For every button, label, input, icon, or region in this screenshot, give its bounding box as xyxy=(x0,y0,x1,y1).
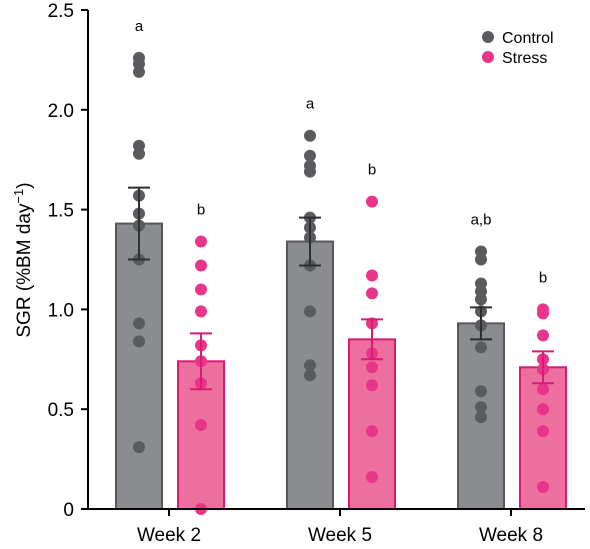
point-control xyxy=(133,65,145,78)
y-axis-label-close: ) xyxy=(14,182,35,188)
point-control xyxy=(304,305,316,318)
legend-marker-control xyxy=(482,31,494,43)
point-stress xyxy=(537,307,549,320)
y-axis-label-text: SGR (%BM day xyxy=(14,203,35,338)
y-axis-label-superscript: −1 xyxy=(11,189,26,204)
point-stress xyxy=(195,283,207,296)
y-tick-label: 2.0 xyxy=(48,101,74,122)
legend-label-stress: Stress xyxy=(502,50,547,67)
x-tick-label: Week 5 xyxy=(308,525,372,546)
point-stress xyxy=(537,383,549,396)
point-stress xyxy=(537,329,549,342)
point-control xyxy=(304,165,316,178)
point-stress xyxy=(195,305,207,318)
y-tick-label: 0.5 xyxy=(48,400,74,421)
bar-control-1 xyxy=(115,222,163,511)
point-control xyxy=(475,401,487,414)
significance-letter-control: a,b xyxy=(471,212,492,229)
point-control xyxy=(304,149,316,162)
error-bar-stress-3 xyxy=(532,350,554,385)
y-tick-label: 2.5 xyxy=(48,1,74,22)
legend: Control Stress xyxy=(482,30,554,67)
error-bar-control-3 xyxy=(470,306,492,341)
point-stress xyxy=(366,361,378,374)
axes-layer xyxy=(87,10,585,510)
point-stress xyxy=(366,379,378,392)
point-control xyxy=(475,293,487,306)
point-control xyxy=(133,317,145,330)
legend-label-control: Control xyxy=(502,30,554,47)
point-stress xyxy=(195,235,207,248)
bars-layer xyxy=(115,222,567,511)
significance-letter-stress: b xyxy=(368,162,376,179)
significance-letter-stress: b xyxy=(539,269,547,286)
point-stress xyxy=(537,425,549,438)
error-bar-stress-1 xyxy=(190,332,212,391)
x-tick-label: Week 8 xyxy=(479,525,543,546)
point-control xyxy=(475,385,487,398)
point-control xyxy=(304,369,316,382)
significance-letter-control: a xyxy=(135,18,144,35)
point-control xyxy=(475,253,487,266)
y-tick-label: 1.0 xyxy=(48,300,74,321)
point-control xyxy=(133,335,145,348)
point-stress xyxy=(537,481,549,494)
point-stress xyxy=(195,419,207,432)
significance-letter-stress: b xyxy=(197,202,205,219)
point-stress xyxy=(366,269,378,282)
point-stress xyxy=(537,403,549,416)
significance-letter-control: a xyxy=(306,96,315,113)
point-control xyxy=(133,147,145,160)
point-control xyxy=(133,441,145,454)
point-stress xyxy=(366,425,378,438)
y-axis-label: SGR (%BM day−1) xyxy=(11,182,35,337)
point-control xyxy=(475,341,487,354)
error-bar-control-1 xyxy=(128,186,150,261)
point-stress xyxy=(366,195,378,208)
error-bar-stress-2 xyxy=(361,318,383,361)
points-layer xyxy=(133,51,549,515)
legend-marker-stress xyxy=(482,51,494,63)
x-tick-label: Week 2 xyxy=(137,525,201,546)
point-stress xyxy=(366,287,378,300)
error-bar-control-2 xyxy=(299,216,321,267)
point-stress xyxy=(366,471,378,484)
y-tick-label: 1.5 xyxy=(48,201,74,222)
labels-layer: 0 0.5 1.0 1.5 2.0 2.5 Week 2 a b Week 5 a b Week 8 a,… xyxy=(48,1,548,546)
point-control xyxy=(475,411,487,424)
point-control xyxy=(304,129,316,142)
point-stress xyxy=(195,259,207,272)
y-tick-label: 0 xyxy=(63,500,74,521)
point-control xyxy=(304,359,316,372)
error-bars-layer xyxy=(128,186,554,391)
